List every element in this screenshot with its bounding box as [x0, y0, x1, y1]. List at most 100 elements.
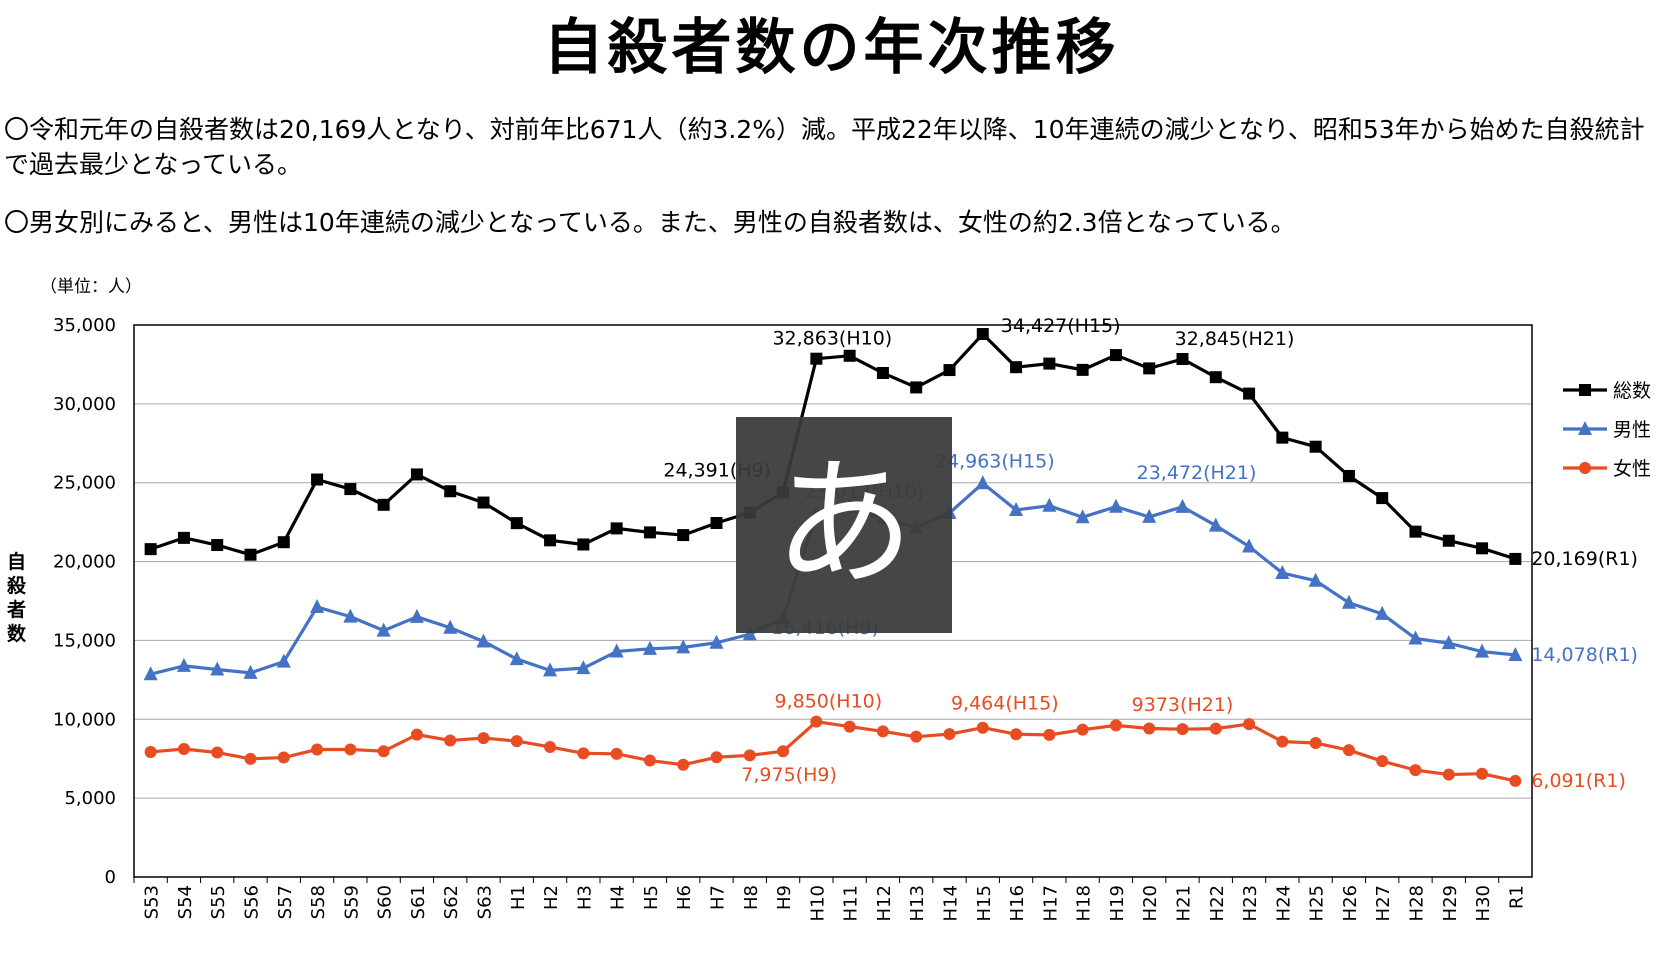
series-circle	[144, 715, 1522, 787]
data-point-triangle	[409, 608, 424, 623]
x-tick-label: H7	[708, 885, 729, 910]
data-point-circle	[244, 752, 257, 765]
data-point-circle	[1309, 737, 1322, 750]
data-point-square	[211, 539, 224, 552]
data-point-circle	[277, 751, 290, 764]
data-label: 32,863(H10)	[772, 328, 892, 350]
data-point-square	[876, 366, 889, 379]
data-label: 14,078(R1)	[1531, 644, 1638, 666]
data-point-triangle	[576, 660, 591, 675]
data-point-circle	[1176, 723, 1189, 736]
y-tick-label: 5,000	[64, 788, 116, 809]
data-point-circle	[1143, 722, 1156, 735]
data-point-square	[544, 534, 557, 547]
x-tick-label: H26	[1340, 885, 1361, 921]
data-point-triangle	[476, 633, 491, 648]
ime-indicator[interactable]: あ	[736, 417, 952, 633]
page-title: 自殺者数の年次推移	[543, 13, 1120, 83]
data-point-circle	[1409, 764, 1422, 777]
data-point-triangle	[276, 653, 291, 668]
data-point-square	[1010, 361, 1023, 374]
y-axis-title-char: 自	[7, 550, 26, 573]
data-point-square	[1409, 525, 1422, 538]
data-point-square	[344, 483, 357, 496]
legend-item: 女性	[1563, 458, 1651, 480]
data-point-square	[643, 526, 656, 539]
data-point-square	[377, 498, 390, 511]
data-point-circle	[643, 754, 656, 767]
x-tick-label: H1	[508, 885, 529, 910]
unit-label: （単位：人）	[40, 277, 142, 297]
data-point-circle	[1010, 728, 1023, 741]
data-point-triangle	[642, 640, 657, 655]
legend-label: 総数	[1613, 380, 1651, 402]
data-point-circle	[677, 758, 690, 771]
data-point-triangle	[1275, 565, 1290, 580]
x-tick-label: S63	[475, 885, 496, 919]
data-point-triangle	[609, 643, 624, 658]
legend-label: 女性	[1613, 458, 1651, 480]
summary-paragraph-gender: 〇男女別にみると、男性は10年連続の減少となっている。また、男性の自殺者数は、女…	[4, 208, 1296, 237]
data-label: 20,169(R1)	[1531, 548, 1638, 570]
data-point-triangle	[343, 608, 358, 623]
x-tick-label: H8	[741, 885, 762, 910]
data-point-circle	[1209, 722, 1222, 735]
data-point-triangle	[709, 634, 724, 649]
data-point-triangle	[1142, 508, 1157, 523]
data-point-circle	[1442, 768, 1455, 781]
data-point-triangle	[1508, 646, 1523, 661]
x-tick-label: H11	[841, 885, 862, 921]
x-axis-ticks: S53 S54 S55 S56 S57 S58 S59 S60 S61 S62 S63 H1 H2 H3 H…	[133, 877, 1527, 921]
data-point-square	[177, 531, 190, 544]
data-point-circle	[810, 715, 823, 728]
data-point-circle	[510, 735, 523, 748]
data-point-triangle	[443, 619, 458, 634]
data-point-circle	[1276, 735, 1289, 748]
data-point-circle	[577, 747, 590, 760]
legend-label: 男性	[1613, 419, 1651, 441]
data-point-circle	[211, 746, 224, 759]
data-point-circle	[477, 732, 490, 745]
x-tick-label: S58	[308, 885, 329, 919]
x-tick-label: H14	[941, 885, 962, 921]
x-tick-label: H17	[1040, 885, 1061, 921]
x-tick-label: H18	[1074, 885, 1095, 921]
data-label: 9373(H21)	[1132, 694, 1234, 716]
data-point-square	[1043, 357, 1056, 370]
data-point-triangle	[210, 661, 225, 676]
data-point-triangle	[1441, 635, 1456, 650]
y-axis-title-char: 者	[7, 599, 26, 621]
data-point-circle	[1109, 719, 1122, 732]
y-tick-label: 25,000	[53, 473, 116, 494]
data-point-triangle	[1208, 517, 1223, 532]
data-label: 24,963(H15)	[935, 450, 1055, 472]
data-point-circle	[743, 749, 756, 762]
data-point-circle	[1476, 767, 1489, 780]
x-tick-label: S61	[408, 885, 429, 919]
x-tick-label: H5	[641, 885, 662, 910]
legend-item: 男性	[1563, 419, 1651, 441]
y-tick-label: 0	[105, 867, 116, 888]
x-tick-label: H2	[541, 885, 562, 910]
data-point-square	[1476, 542, 1489, 555]
data-point-triangle	[1242, 538, 1257, 553]
x-tick-label: H27	[1373, 885, 1394, 921]
legend-item: 総数	[1563, 380, 1651, 402]
x-tick-label: H29	[1440, 885, 1461, 921]
data-point-triangle	[676, 639, 691, 654]
data-point-triangle	[1308, 572, 1323, 587]
x-tick-label: H25	[1307, 885, 1328, 921]
series-square	[144, 328, 1522, 565]
x-tick-label: H15	[974, 885, 995, 921]
x-tick-label: H23	[1240, 885, 1261, 921]
data-point-square	[1442, 534, 1455, 547]
data-point-circle	[444, 734, 457, 747]
data-point-square	[1376, 492, 1389, 505]
data-point-circle	[544, 740, 557, 753]
data-point-triangle	[1375, 605, 1390, 620]
data-point-triangle	[176, 657, 191, 672]
data-point-square	[1342, 469, 1355, 482]
x-tick-label: S55	[208, 885, 229, 919]
data-point-square	[910, 381, 923, 394]
